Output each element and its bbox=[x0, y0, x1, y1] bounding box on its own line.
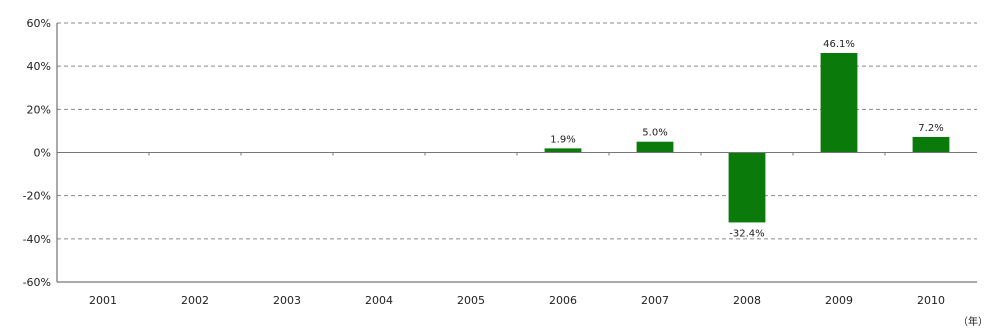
data-label-2009: 46.1% bbox=[823, 39, 855, 50]
x-tick-label: 2002 bbox=[181, 294, 209, 307]
y-tick-label: 20% bbox=[27, 103, 51, 116]
label-layer: -60% -40% -20% 0% 20% 40% 60% 2001 2002 2003 2004 2… bbox=[23, 17, 945, 307]
y-tick-label: 40% bbox=[27, 60, 51, 73]
y-tick-label: -20% bbox=[23, 190, 51, 203]
bar-2009 bbox=[820, 53, 858, 153]
y-tick-label: 0% bbox=[34, 147, 51, 160]
x-tick-label: 2006 bbox=[549, 294, 577, 307]
data-label-2008: -32.4% bbox=[729, 228, 764, 239]
y-tick-label: 60% bbox=[27, 17, 51, 30]
x-tick-label: 2005 bbox=[457, 294, 485, 307]
x-axis-unit-label: （年） bbox=[958, 315, 987, 328]
x-tick-label: 2004 bbox=[365, 294, 393, 307]
y-tick-label: -60% bbox=[23, 276, 51, 289]
x-tick-label: 2001 bbox=[89, 294, 117, 307]
data-label-2006: 1.9% bbox=[550, 134, 575, 145]
bar-2010 bbox=[912, 136, 950, 153]
x-tick-label: 2007 bbox=[641, 294, 669, 307]
x-tick-label: 2008 bbox=[733, 294, 761, 307]
bar-layer bbox=[544, 53, 950, 223]
x-tick-label: 2003 bbox=[273, 294, 301, 307]
bar-2007 bbox=[636, 141, 674, 153]
data-label-2010: 7.2% bbox=[918, 123, 943, 134]
axis-layer bbox=[56, 23, 977, 283]
y-tick-label: -40% bbox=[23, 233, 51, 246]
bar-2006 bbox=[544, 148, 582, 153]
x-tick-label: 2010 bbox=[917, 294, 945, 307]
bar-2008 bbox=[728, 152, 766, 223]
x-tick-label: 2009 bbox=[825, 294, 853, 307]
data-label-2007: 5.0% bbox=[642, 128, 667, 139]
